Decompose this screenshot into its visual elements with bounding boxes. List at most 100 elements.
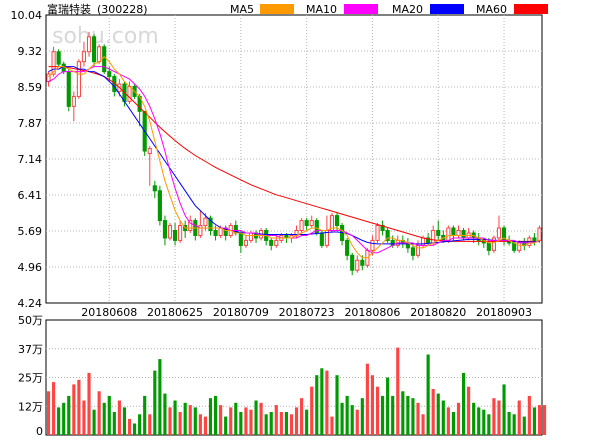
volume-bar (300, 398, 304, 435)
candle-up (517, 242, 522, 251)
candle-up (218, 227, 223, 236)
date-tick-label: 20180806 (344, 306, 400, 319)
volume-bar (446, 407, 450, 435)
volume-bar (482, 409, 486, 435)
candle-up (456, 230, 461, 236)
volume-bar (396, 347, 400, 435)
candle-down (152, 185, 157, 192)
volume-bar (294, 407, 299, 435)
volume-bar (431, 389, 435, 435)
volume-bar (532, 407, 536, 435)
volume-bar (198, 414, 202, 435)
volume-bar (421, 414, 425, 435)
ma60-line (48, 66, 540, 242)
candle-up (198, 225, 203, 236)
volume-bar (477, 407, 481, 435)
candle-up (431, 230, 436, 244)
volume-bar (274, 405, 278, 435)
volume-bar (229, 407, 233, 435)
volume-bar (148, 414, 152, 435)
candle-down (66, 71, 71, 107)
volume-bar (461, 372, 466, 435)
volume-bar (381, 395, 385, 435)
volume-bar (203, 416, 207, 435)
candle-down (512, 242, 517, 251)
volume-bar (122, 407, 127, 435)
candle-down (451, 227, 456, 236)
price-tick-label: 8.59 (18, 81, 43, 94)
volume-bar (289, 414, 294, 435)
legend-swatch-ma20 (430, 4, 464, 14)
volume-bar (67, 395, 71, 435)
candle-down (350, 254, 355, 271)
volume-bar (138, 414, 142, 435)
candle-down (61, 63, 66, 73)
price-panel (45, 14, 543, 304)
volume-bar (386, 377, 390, 435)
volume-bar (441, 400, 445, 435)
volume-bar (249, 409, 253, 435)
volume-bar (370, 375, 375, 435)
candle-down (208, 217, 213, 232)
candle-down (172, 230, 178, 241)
legend-label-ma10: MA10 (306, 3, 337, 16)
volume-bar (57, 407, 61, 435)
candle-down (56, 51, 61, 65)
legend-swatch-ma60 (514, 4, 548, 14)
candle-down (436, 230, 441, 236)
volume-bar (82, 400, 86, 435)
volume-bar (244, 407, 248, 435)
volume-bar (391, 395, 395, 435)
candle-up (76, 61, 81, 97)
candle-up (446, 227, 451, 241)
candle-up (178, 225, 183, 241)
volume-bar (224, 416, 228, 435)
candle-up (299, 220, 304, 232)
candle-up (71, 95, 76, 107)
candle-up (355, 259, 360, 271)
candle-down (213, 230, 218, 236)
candle-down (410, 247, 416, 256)
volume-tick-label: 37万 (18, 343, 43, 356)
candle-down (92, 36, 97, 63)
price-tick-label: 10.04 (11, 9, 43, 22)
volume-bar (127, 418, 132, 435)
volume-bar (158, 359, 162, 435)
volume-y-axis: 50万 37万 25万 12万 0 (18, 314, 43, 438)
candle-up (203, 217, 208, 227)
volume-bar (72, 384, 76, 435)
volume-bar (492, 398, 496, 435)
volume-bar (310, 386, 314, 435)
price-tick-label: 7.87 (18, 117, 43, 130)
volume-bar (112, 412, 116, 435)
ma5-line (48, 55, 540, 259)
volume-bar (411, 398, 415, 435)
volume-bar (133, 423, 137, 435)
legend-label-ma60: MA60 (476, 3, 507, 16)
volume-bar (305, 409, 309, 435)
volume-bar (183, 402, 187, 435)
candle-down (532, 237, 537, 241)
volume-bar (416, 402, 420, 435)
volume-bar (178, 412, 182, 435)
stock-name: 富瑞特装 (47, 2, 91, 16)
volume-bar (345, 395, 349, 435)
candle-up (248, 232, 254, 241)
volume-bar (188, 405, 192, 435)
candle-up (81, 51, 87, 63)
candle-down (360, 259, 365, 266)
candle-up (147, 148, 152, 155)
price-tick-label: 5.69 (18, 225, 43, 238)
volume-bar (62, 402, 66, 435)
candle-up (97, 46, 102, 63)
volume-bar (279, 412, 283, 435)
volume-bar (512, 414, 516, 435)
volume-bar (173, 400, 177, 435)
date-tick-label: 20180625 (147, 306, 203, 319)
volume-bar (330, 416, 334, 435)
volume-bar (537, 405, 542, 435)
volume-bar (264, 414, 268, 435)
candle-down (345, 239, 350, 256)
